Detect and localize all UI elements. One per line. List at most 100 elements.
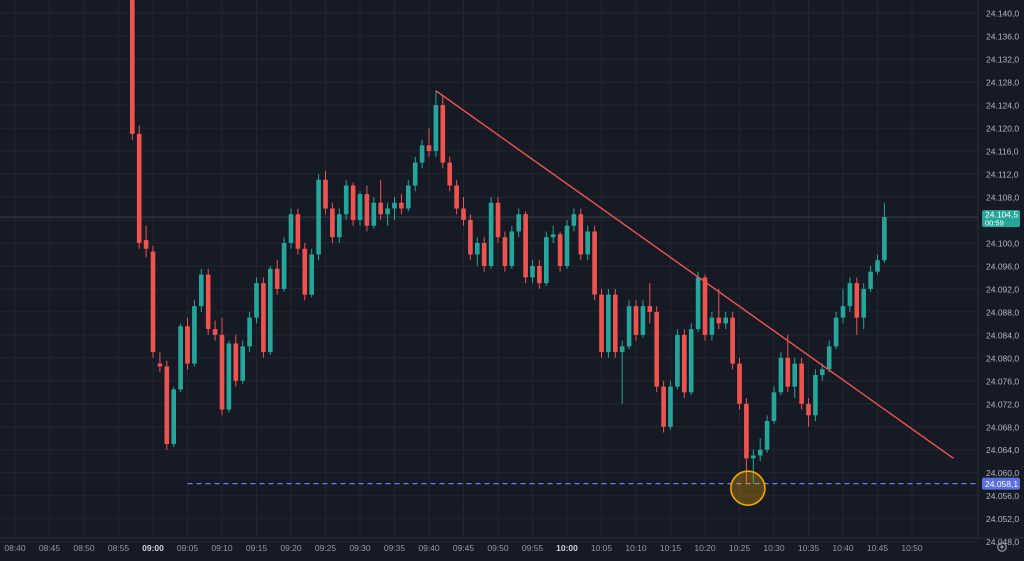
candle-body <box>606 294 611 353</box>
candle <box>523 211 528 284</box>
drawings[interactable] <box>435 90 954 507</box>
candle <box>309 248 314 298</box>
candle-body <box>357 194 363 220</box>
candle <box>751 449 756 484</box>
time-tick-label: 10:20 <box>694 543 716 553</box>
candle-body <box>861 288 866 318</box>
candle-body <box>488 202 494 266</box>
candle-body <box>751 455 756 459</box>
candle <box>578 208 584 261</box>
time-tick-label: 09:50 <box>487 543 509 553</box>
candle-body <box>799 363 804 404</box>
candle <box>792 357 797 399</box>
candle-body <box>136 133 142 243</box>
candle <box>274 260 280 295</box>
candle-body <box>695 277 701 330</box>
candle <box>247 311 252 353</box>
candle <box>882 202 887 264</box>
candle-body <box>371 202 377 226</box>
price-tick-label: 24.048,0 <box>986 537 1019 547</box>
candle <box>744 398 749 485</box>
time-tick-label: 09:35 <box>384 543 406 553</box>
candle-body <box>399 202 404 209</box>
candle-body <box>647 306 653 312</box>
candle-body <box>143 240 149 249</box>
candle-body <box>178 326 183 390</box>
candle-body <box>537 265 542 284</box>
candle-body <box>157 363 163 367</box>
time-tick-label: 09:40 <box>418 543 440 553</box>
gear-icon[interactable] <box>997 542 1007 552</box>
candle-body <box>633 306 639 335</box>
candle <box>171 386 176 447</box>
candle-body <box>737 363 742 404</box>
candle <box>185 317 190 370</box>
candle <box>606 288 611 358</box>
time-tick-label: 10:10 <box>625 543 647 553</box>
candle <box>668 380 673 430</box>
candle-body <box>578 214 584 255</box>
candle-body <box>757 449 763 456</box>
candle <box>371 197 377 229</box>
candle-body <box>412 162 418 186</box>
candle <box>399 194 404 215</box>
price-axis[interactable]: 24.140,0 24.136,0 24.132,0 24.128,0 24.124,0… <box>977 0 1019 547</box>
price-tick-label: 24.096,0 <box>986 261 1019 271</box>
candle <box>350 182 356 226</box>
candle <box>875 254 880 275</box>
candle-body <box>199 274 204 307</box>
time-tick-label: 09:25 <box>315 543 337 553</box>
candle <box>509 225 515 269</box>
candle <box>557 231 563 272</box>
candle <box>868 265 873 292</box>
time-tick-label: 10:15 <box>660 543 682 553</box>
time-tick-label: 10:25 <box>729 543 751 553</box>
price-tick-label: 24.140,0 <box>986 9 1019 19</box>
candle-body <box>323 179 328 209</box>
candle-body <box>309 254 314 295</box>
candle <box>385 202 390 226</box>
candle-body <box>495 202 501 238</box>
time-axis[interactable]: 08:40 08:45 08:50 08:55 09:00 09:05 09:10 09:15… <box>0 537 1024 553</box>
candle <box>764 415 770 453</box>
candle-body <box>585 231 590 255</box>
candle <box>640 300 646 338</box>
candle-body <box>130 0 135 134</box>
candle <box>495 197 501 243</box>
candle <box>412 156 418 192</box>
current-price-badge <box>982 210 1020 228</box>
candle <box>481 237 487 272</box>
candle-body <box>295 214 301 249</box>
candle-body <box>806 403 811 416</box>
candle <box>778 352 784 396</box>
candle-body <box>744 403 749 459</box>
price-tick-label: 24.132,0 <box>986 55 1019 65</box>
candle-body <box>233 343 239 381</box>
candle-body <box>426 145 432 152</box>
candle-body <box>350 185 356 220</box>
candle <box>150 245 156 358</box>
candle <box>205 268 211 335</box>
level-price-badge <box>982 477 1020 490</box>
candle-body <box>640 306 646 335</box>
candle <box>833 311 839 350</box>
candle-body <box>261 283 266 353</box>
candle <box>323 171 328 215</box>
time-tick-label: 09:10 <box>211 543 233 553</box>
candle-body <box>544 237 549 284</box>
candle <box>364 185 370 232</box>
trendline[interactable] <box>435 90 954 459</box>
candle <box>130 0 135 140</box>
candle <box>723 311 728 330</box>
candle-body <box>833 317 839 347</box>
time-tick-label: 08:40 <box>4 543 26 553</box>
time-tick-label: 09:30 <box>349 543 371 553</box>
candle <box>613 288 618 358</box>
candle-body <box>675 334 680 387</box>
highlight-circle[interactable] <box>730 470 766 507</box>
candle <box>619 340 625 404</box>
candle-body <box>847 283 853 307</box>
candle-body <box>619 346 625 353</box>
